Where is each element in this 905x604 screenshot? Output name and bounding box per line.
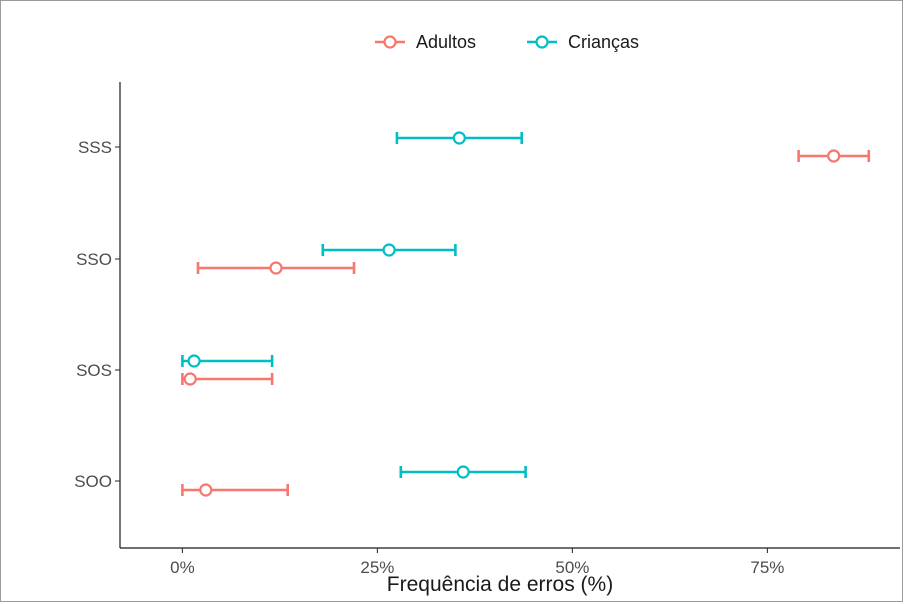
x-axis-title: Frequência de erros (%) xyxy=(387,573,613,596)
legend: Adultos Crianças xyxy=(375,32,639,52)
data-point xyxy=(454,133,465,144)
y-tick-label: SSS xyxy=(78,138,112,157)
y-tick-label: SSO xyxy=(76,250,112,269)
data-point xyxy=(384,245,395,256)
data-point xyxy=(200,485,211,496)
data-point xyxy=(458,467,469,478)
x-tick-label: 0% xyxy=(170,558,195,577)
y-tick-label: SOS xyxy=(76,361,112,380)
data-point xyxy=(828,151,839,162)
y-tick-label: SOO xyxy=(74,472,112,491)
data-marks xyxy=(182,132,868,496)
legend-key-marker xyxy=(385,37,396,48)
legend-label: Adultos xyxy=(416,32,476,52)
legend-key-marker xyxy=(537,37,548,48)
data-point xyxy=(185,374,196,385)
data-point xyxy=(271,263,282,274)
x-tick-label: 75% xyxy=(750,558,784,577)
data-point xyxy=(189,356,200,367)
legend-label: Crianças xyxy=(568,32,639,52)
